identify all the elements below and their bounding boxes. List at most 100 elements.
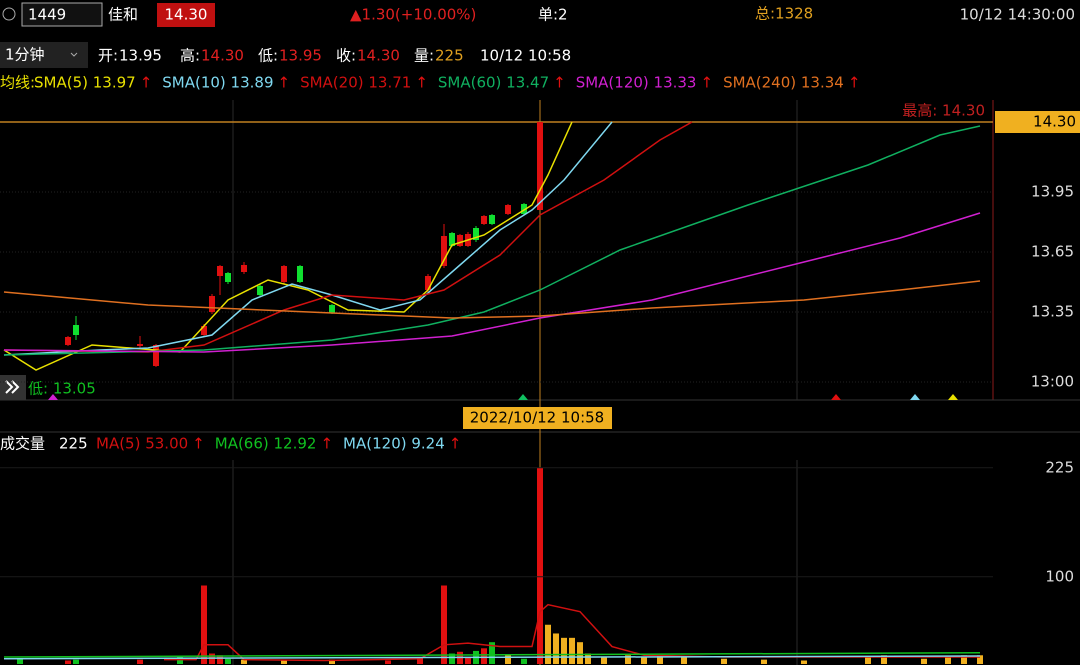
volume-label: 量: xyxy=(414,47,434,65)
volume-bar xyxy=(561,637,567,664)
volume-bar xyxy=(505,655,511,664)
legend-arrow: ↑ xyxy=(192,435,205,453)
y-tick-label: 13.65 xyxy=(1031,243,1074,261)
legend-entry: MA(5) 53.00 xyxy=(96,435,188,453)
candle-body xyxy=(65,337,71,345)
candle-body xyxy=(209,296,215,312)
low-label: 低: xyxy=(258,47,278,65)
y-tick-label: 225 xyxy=(1045,458,1074,476)
volume-bar xyxy=(521,658,527,664)
volume-bar xyxy=(385,660,391,664)
price-badge xyxy=(157,3,215,27)
total: 总:1328 xyxy=(755,5,813,23)
candle-body xyxy=(217,266,223,276)
candle-body xyxy=(241,265,247,272)
legend-entry: SMA(120) 13.33 xyxy=(576,74,697,92)
legend-entry: SMA(240) 13.34 xyxy=(723,74,844,92)
candle-body xyxy=(281,266,287,282)
y-tick-label: 13.35 xyxy=(1031,303,1074,321)
volume-bar xyxy=(481,648,487,664)
volume-bar xyxy=(553,633,559,664)
volume-bar xyxy=(537,467,543,664)
legend-arrow: ↑ xyxy=(449,435,462,453)
candle-body xyxy=(329,305,335,313)
volume-bar xyxy=(417,657,423,664)
candle-body xyxy=(505,205,511,214)
legend-title: 均线: xyxy=(0,74,35,92)
volume-bar xyxy=(225,658,231,664)
volume-bar xyxy=(865,657,871,664)
volume-bar xyxy=(945,657,951,664)
volume-bar xyxy=(449,653,455,664)
volume-bar xyxy=(177,657,183,664)
volume-bar xyxy=(465,657,471,664)
cursor-badge xyxy=(463,407,612,429)
legend-entry: SMA(10) 13.89 xyxy=(162,74,273,92)
datetime: 10/12 14:30:00 xyxy=(960,6,1075,24)
marker xyxy=(48,394,58,400)
add-icon[interactable] xyxy=(2,7,16,21)
candle-body xyxy=(153,345,159,366)
marker xyxy=(910,394,920,400)
candle-body xyxy=(425,276,431,290)
dropdown-arrow xyxy=(70,52,78,57)
volume-bar xyxy=(329,659,335,664)
volume-bar xyxy=(641,657,647,664)
volume-bar xyxy=(489,642,495,664)
candle-body xyxy=(481,216,487,224)
ma-line xyxy=(3,121,613,356)
legend-arrow: ↑ xyxy=(848,74,861,92)
last-price-label: 14.30 xyxy=(1033,113,1076,131)
open: 13.95 xyxy=(119,47,162,65)
candle-body xyxy=(257,286,263,295)
legend-arrow: ↑ xyxy=(140,74,153,92)
price: 14.30 xyxy=(165,6,208,24)
y-tick-label: 13.95 xyxy=(1031,183,1074,201)
ma-line xyxy=(3,212,981,353)
candle-body xyxy=(441,236,447,266)
candle-body xyxy=(73,325,79,335)
volume-bar xyxy=(281,659,287,664)
volume-bar xyxy=(761,659,767,664)
ma-line xyxy=(3,651,981,658)
legend-arrow: ↑ xyxy=(320,435,333,453)
volume-bar xyxy=(65,660,71,664)
low-label: 低: 13.05 xyxy=(28,380,96,398)
volume-bar xyxy=(961,655,967,664)
volume-bar xyxy=(801,660,807,664)
ma-line xyxy=(164,603,980,662)
marker xyxy=(831,394,841,400)
legend-entry: SMA(5) 13.97 xyxy=(34,74,136,92)
close-label: 收: xyxy=(336,47,356,65)
low: 13.95 xyxy=(279,47,322,65)
time: 10/12 10:58 xyxy=(480,47,571,65)
change: ▲1.30(+10.00%) xyxy=(350,6,476,24)
ma-line xyxy=(3,280,981,319)
volume-bar xyxy=(681,657,687,664)
legend-arrow: ↑ xyxy=(415,74,428,92)
candle-body xyxy=(225,273,231,282)
volume-bar xyxy=(17,658,23,664)
unit: 单:2 xyxy=(538,6,568,24)
candle-body xyxy=(489,215,495,224)
code-input[interactable] xyxy=(21,2,103,27)
volume-bar xyxy=(977,655,983,664)
volume-bar xyxy=(577,642,583,664)
volume-bar xyxy=(881,655,887,664)
legend-entry: SMA(60) 13.47 xyxy=(438,74,549,92)
high-label: 最高: 14.30 xyxy=(902,102,985,120)
volume-bar xyxy=(657,655,663,664)
volume-bar xyxy=(201,585,207,664)
cursor-label: 2022/10/12 10:58 xyxy=(470,409,604,427)
close: 14.30 xyxy=(357,47,400,65)
candle-body xyxy=(297,266,303,282)
y-tick-label: 100 xyxy=(1045,567,1074,585)
candle-body xyxy=(137,344,143,346)
expand-icon xyxy=(5,380,20,394)
marker xyxy=(518,394,528,400)
legend-arrow: ↑ xyxy=(700,74,713,92)
expand-button[interactable] xyxy=(0,375,26,400)
legend-arrow: ↑ xyxy=(553,74,566,92)
open-label: 开: xyxy=(98,47,118,65)
